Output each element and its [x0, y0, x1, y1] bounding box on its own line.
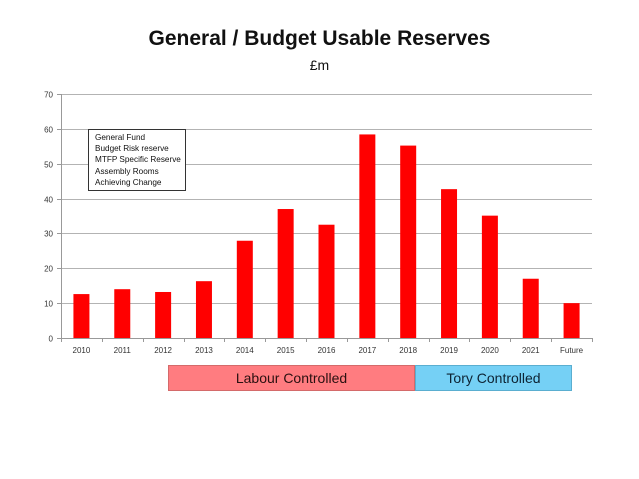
bar-2012	[155, 291, 172, 338]
bar-2013	[195, 281, 212, 338]
bar-2018	[400, 145, 417, 338]
chart-title: General / Budget Usable Reserves	[148, 27, 491, 50]
y-tick-label: 0	[49, 335, 54, 344]
y-tick-label: 20	[44, 265, 53, 274]
note-line-mtfp-specific-reserve: MTFP Specific Reserve	[95, 155, 181, 165]
note-line-budget-risk-reserve: Budget Risk reserve	[95, 144, 169, 154]
bar-2011	[114, 289, 131, 338]
bars	[73, 134, 580, 338]
bar-2016	[318, 224, 335, 338]
tory-controlled-band: Tory Controlled	[415, 365, 572, 391]
bar-2020	[481, 215, 498, 338]
x-tick-label: 2015	[277, 346, 295, 355]
reserves-composition-box: General Fund Budget Risk reserve MTFP Sp…	[88, 129, 186, 191]
x-tick-label: 2018	[399, 346, 417, 355]
note-line-achieving-change: Achieving Change	[95, 177, 162, 187]
x-tick-label: 2013	[195, 346, 213, 355]
bar-Future	[563, 303, 580, 338]
x-tick-label: 2020	[481, 346, 499, 355]
bar-2014	[236, 240, 253, 338]
labour-controlled-band: Labour Controlled	[168, 365, 415, 391]
axes	[57, 94, 593, 342]
chart-subtitle: £m	[309, 57, 330, 73]
x-tick-label: 2014	[236, 346, 254, 355]
bar-2015	[277, 209, 294, 338]
x-tick-label: 2011	[114, 346, 132, 355]
bar-2019	[441, 189, 458, 338]
y-tick-label: 40	[44, 196, 53, 205]
y-tick-label: 60	[44, 126, 53, 135]
y-tick-labels: 0 10 20 30 40 50 60 70	[44, 91, 53, 344]
bar-2021	[522, 278, 539, 338]
bar-2017	[359, 134, 376, 338]
y-tick-label: 50	[44, 161, 53, 170]
x-tick-label: 2019	[440, 346, 458, 355]
x-tick-label: 2017	[358, 346, 376, 355]
bar-2010	[73, 294, 90, 338]
x-tick-labels: 2010 2011 2012 2013 2014 2015 2016 2017 2018 2019…	[73, 346, 584, 355]
note-line-assembly-rooms: Assembly Rooms	[95, 166, 159, 176]
x-tick-label: 2012	[154, 346, 172, 355]
note-line-general-fund: General Fund	[95, 133, 146, 142]
x-tick-label: 2021	[522, 346, 540, 355]
x-tick-label: 2010	[73, 346, 91, 355]
y-tick-label: 10	[44, 300, 53, 309]
y-tick-label: 30	[44, 230, 53, 239]
x-tick-label: 2016	[318, 346, 336, 355]
y-tick-label: 70	[44, 91, 53, 100]
x-tick-label: Future	[560, 346, 584, 355]
